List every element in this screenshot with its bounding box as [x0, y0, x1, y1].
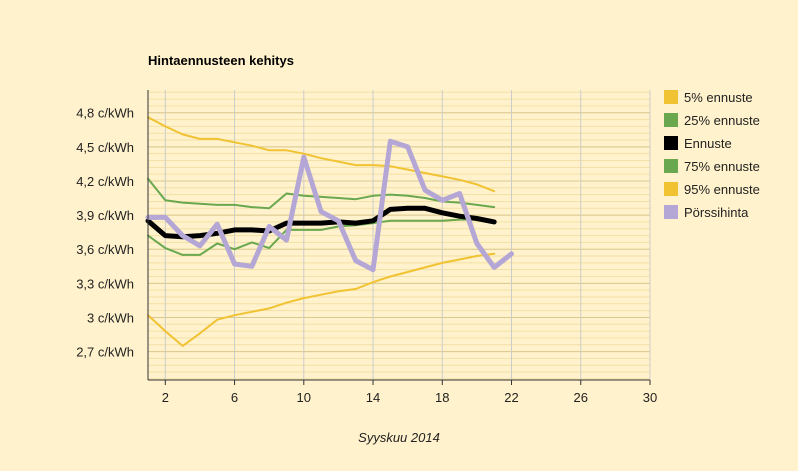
- plot-area: [148, 90, 650, 380]
- x-ticks: 2 6 10 14 18 22 26 30: [162, 380, 657, 405]
- legend-label: 25% ennuste: [684, 113, 760, 128]
- series-line-2: [147, 218, 496, 256]
- series-line-5: [147, 116, 496, 193]
- y-tick-label: 2,7 c/kWh: [76, 345, 134, 360]
- legend-label: Pörssihinta: [684, 205, 749, 220]
- legend-swatch: [664, 205, 678, 219]
- y-tick-label: 4,2 c/kWh: [76, 174, 134, 189]
- chart-title: Hintaennusteen kehitys: [148, 53, 294, 68]
- x-tick-label: 22: [504, 390, 518, 405]
- x-tick-label: 14: [366, 390, 380, 405]
- x-tick-label: 2: [162, 390, 169, 405]
- legend-swatch: [664, 159, 678, 173]
- y-tick-label: 4,8 c/kWh: [76, 106, 134, 121]
- series-line-6: [145, 138, 514, 273]
- y-ticks: 2,7 c/kWh 3 c/kWh 3,3 c/kWh 3,6 c/kWh 3,9 c/…: [76, 106, 134, 360]
- legend-label: 95% ennuste: [684, 182, 760, 197]
- x-tick-label: 6: [231, 390, 238, 405]
- series-layer: [145, 116, 514, 347]
- series-line-1: [147, 252, 496, 347]
- x-tick-label: 30: [643, 390, 657, 405]
- y-tick-label: 4,5 c/kWh: [76, 140, 134, 155]
- y-tick-label: 3,6 c/kWh: [76, 242, 134, 257]
- series-line-4: [147, 177, 496, 210]
- y-tick-label: 3 c/kWh: [87, 310, 134, 325]
- legend-swatch: [664, 113, 678, 127]
- legend-label: 5% ennuste: [684, 90, 753, 105]
- legend-label: 75% ennuste: [684, 159, 760, 174]
- y-tick-label: 3,3 c/kWh: [76, 276, 134, 291]
- legend-swatch: [664, 136, 678, 150]
- legend: 5% ennuste 25% ennuste Ennuste 75% ennuste 9…: [664, 90, 760, 220]
- grid-minor: [148, 91, 650, 380]
- y-tick-label: 3,9 c/kWh: [76, 208, 134, 223]
- x-tick-label: 10: [297, 390, 311, 405]
- legend-swatch: [664, 90, 678, 104]
- x-tick-label: 18: [435, 390, 449, 405]
- legend-swatch: [664, 182, 678, 196]
- legend-label: Ennuste: [684, 136, 732, 151]
- x-tick-label: 26: [574, 390, 588, 405]
- x-axis-label: Syyskuu 2014: [358, 430, 440, 445]
